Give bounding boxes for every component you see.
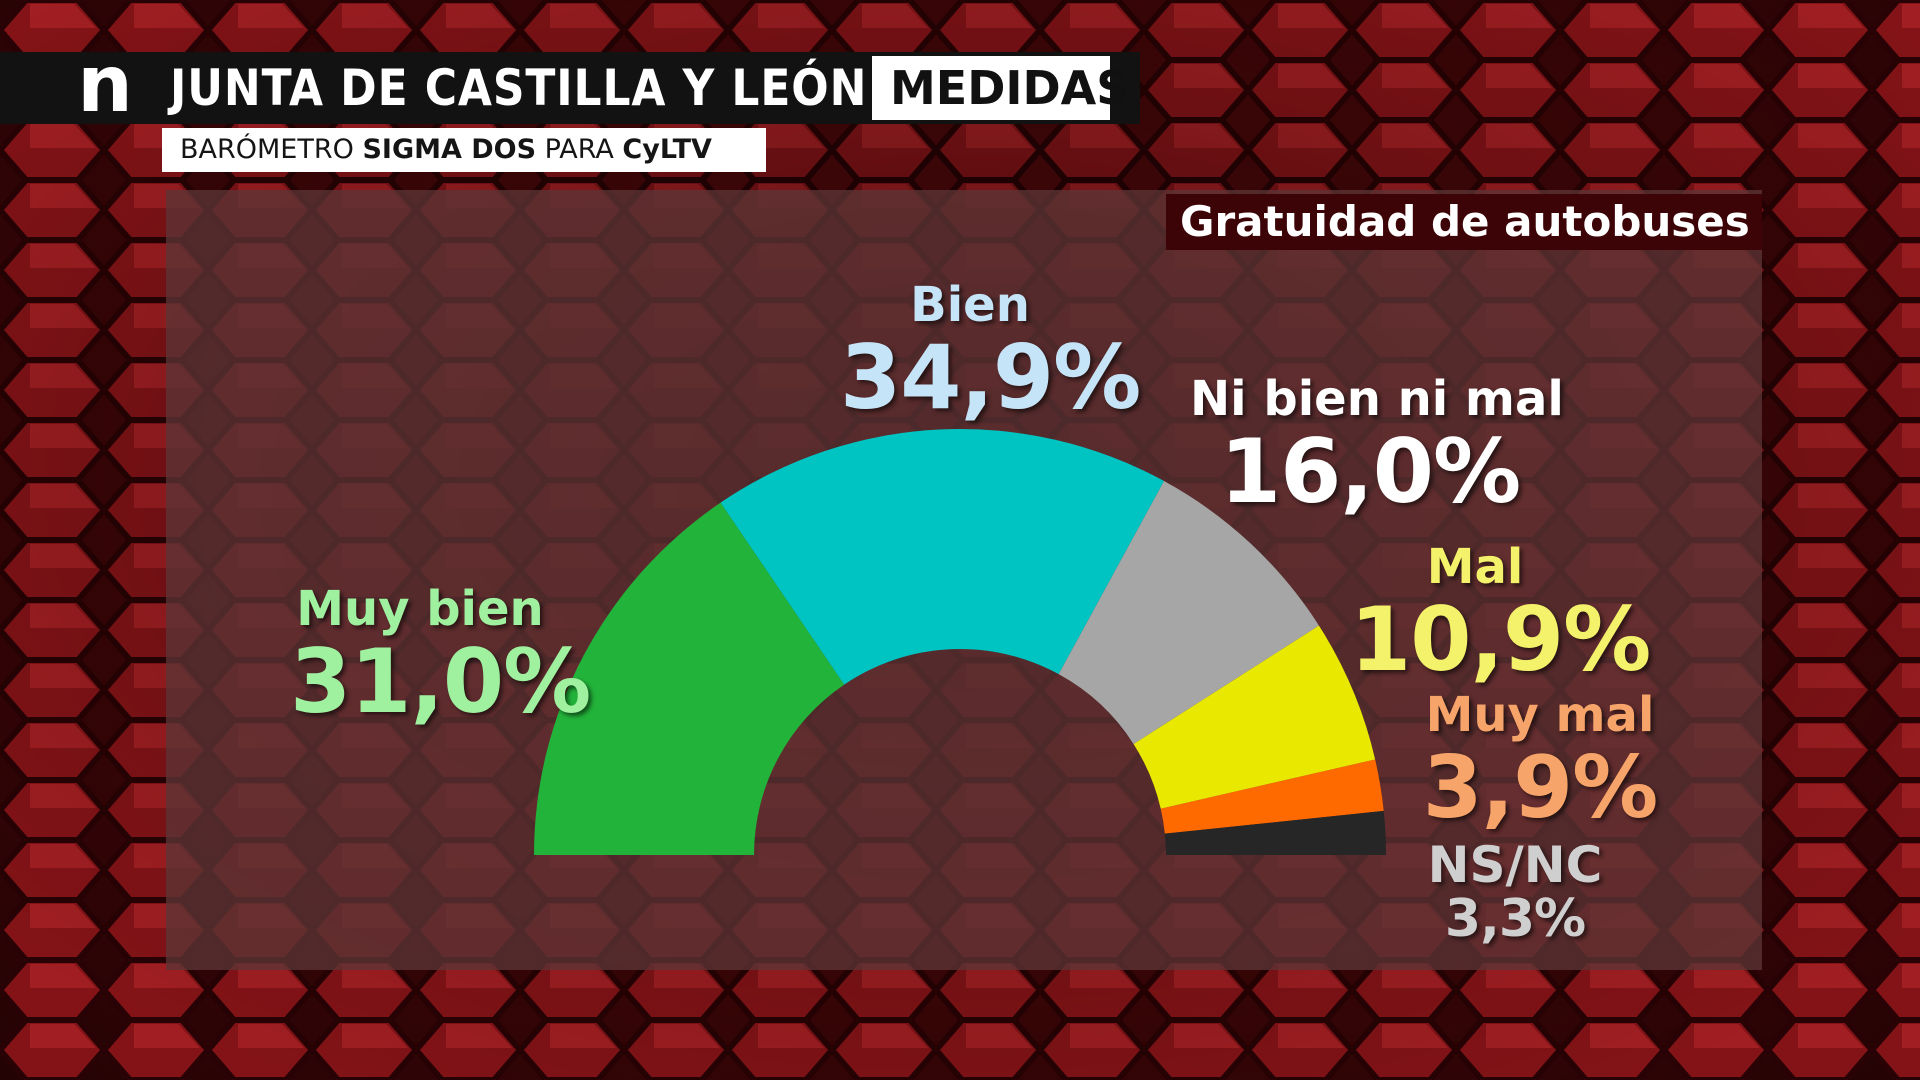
label-ni-bien-ni-mal: Ni bien ni mal 16,0%: [1190, 371, 1564, 523]
slice-muy-mal: [1160, 759, 1384, 834]
header-title: JUNTA DE CASTILLA Y LEÓN: [170, 59, 868, 117]
label-mal: Mal 10,9%: [1350, 539, 1651, 691]
label-value: 10,9%: [1350, 588, 1651, 691]
label-value: 31,0%: [290, 630, 591, 733]
slice-ni-bien-ni-mal: [1058, 481, 1319, 745]
label-muy-bien: Muy bien 31,0%: [290, 581, 591, 733]
label-name: Bien: [910, 277, 1030, 333]
label-ns-nc: NS/NC 3,3%: [1400, 838, 1630, 946]
channel-logo: n: [77, 40, 133, 130]
subtitle-part-2: SIGMA DOS: [362, 134, 537, 165]
label-name: Mal: [1426, 539, 1524, 595]
label-name: Muy mal: [1425, 687, 1655, 743]
label-name: NS/NC: [1427, 836, 1603, 894]
subtitle-part-1: BARÓMETRO: [180, 134, 363, 165]
section-tag: MEDIDAS: [872, 56, 1129, 120]
subtitle-bar: BARÓMETRO SIGMA DOS PARA CyLTV: [162, 128, 766, 172]
label-bien: Bien 34,9%: [840, 277, 1141, 429]
slice-mal: [1133, 625, 1376, 809]
slice-muy-bien: [534, 502, 845, 855]
label-value: 34,9%: [840, 326, 1141, 429]
slice-bien: [720, 429, 1165, 685]
slice-ns-nc: [1164, 810, 1386, 855]
label-value: 3,9%: [1422, 738, 1659, 838]
label-name: Ni bien ni mal: [1190, 371, 1564, 427]
label-value: 3,3%: [1444, 889, 1586, 949]
label-muy-mal: Muy mal 3,9%: [1420, 688, 1660, 834]
subtitle-part-4: CyLTV: [622, 134, 712, 165]
label-value: 16,0%: [1219, 420, 1521, 523]
chart-title: Gratuidad de autobuses: [1166, 194, 1762, 250]
label-name: Muy bien: [296, 581, 544, 637]
subtitle-part-3: PARA: [536, 134, 623, 165]
